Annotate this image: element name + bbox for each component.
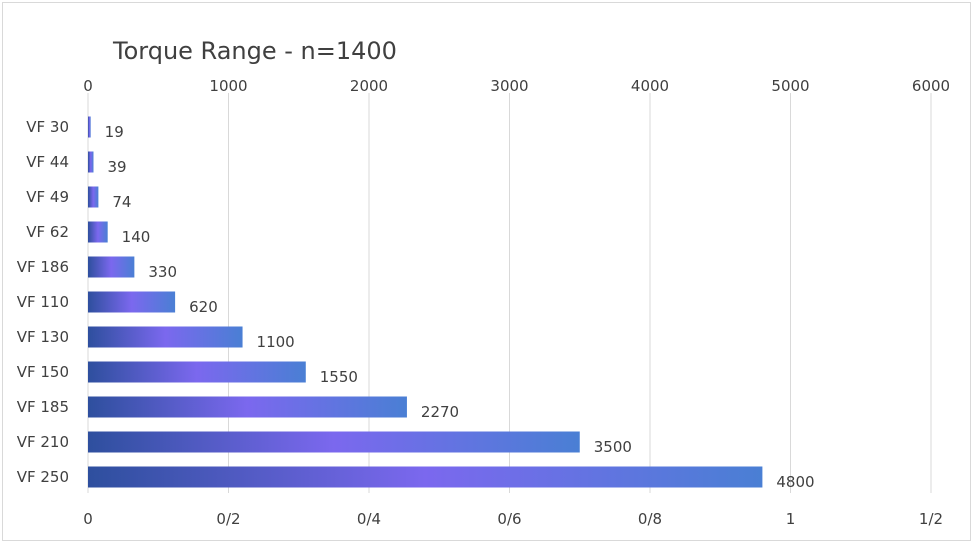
bottom-tick-label: 0/6 bbox=[497, 510, 521, 528]
category-label: VF 110 bbox=[17, 293, 69, 311]
bottom-axis: 0 0/2 0/4 0/6 0/8 1 1/2 bbox=[83, 510, 943, 528]
category-label: VF 49 bbox=[26, 188, 69, 206]
top-tick-label: 1000 bbox=[209, 77, 247, 95]
category-label: VF 150 bbox=[17, 363, 69, 381]
category-label: VF 30 bbox=[26, 118, 69, 136]
bar bbox=[88, 431, 580, 453]
top-tick-label: 5000 bbox=[771, 77, 809, 95]
chart-title: Torque Range - n=1400 bbox=[112, 37, 397, 65]
bottom-tick-label: 0/8 bbox=[638, 510, 662, 528]
bar bbox=[88, 291, 176, 313]
top-tick-label: 3000 bbox=[490, 77, 528, 95]
bottom-tick-label: 1 bbox=[786, 510, 796, 528]
bar bbox=[88, 326, 243, 348]
top-tick-label: 6000 bbox=[912, 77, 950, 95]
data-label: 1550 bbox=[320, 368, 358, 386]
bar bbox=[88, 256, 135, 278]
bar bbox=[88, 151, 94, 173]
data-label: 620 bbox=[189, 298, 218, 316]
bar bbox=[88, 116, 91, 138]
bottom-tick-label: 0/2 bbox=[216, 510, 240, 528]
category-label: VF 62 bbox=[26, 223, 69, 241]
top-axis: 0 1000 2000 3000 4000 5000 6000 bbox=[83, 77, 950, 95]
bar bbox=[88, 396, 407, 418]
category-axis: VF 30 VF 44 VF 49 VF 62 VF 186 VF 110 VF 130 VF… bbox=[17, 118, 69, 486]
bar bbox=[88, 361, 306, 383]
data-label: 2270 bbox=[421, 403, 459, 421]
data-label: 140 bbox=[122, 228, 151, 246]
category-label: VF 130 bbox=[17, 328, 69, 346]
category-label: VF 44 bbox=[26, 153, 69, 171]
data-label: 330 bbox=[148, 263, 177, 281]
gridlines bbox=[87, 93, 932, 493]
bars bbox=[88, 116, 763, 488]
bottom-tick-label: 0 bbox=[83, 510, 93, 528]
data-label: 3500 bbox=[594, 438, 632, 456]
bottom-tick-label: 1/2 bbox=[919, 510, 943, 528]
bar bbox=[88, 221, 108, 243]
data-label: 19 bbox=[105, 123, 124, 141]
category-label: VF 250 bbox=[17, 468, 69, 486]
top-tick-label: 2000 bbox=[350, 77, 388, 95]
data-label: 39 bbox=[107, 158, 126, 176]
bar-chart: Torque Range - n=1400 0 1000 2000 3000 4000 5… bbox=[17, 37, 950, 528]
bar bbox=[88, 186, 99, 208]
category-label: VF 186 bbox=[17, 258, 69, 276]
bottom-tick-label: 0/4 bbox=[357, 510, 381, 528]
top-tick-label: 4000 bbox=[631, 77, 669, 95]
top-tick-label: 0 bbox=[83, 77, 93, 95]
data-label: 74 bbox=[112, 193, 131, 211]
data-label: 4800 bbox=[776, 473, 814, 491]
bar bbox=[88, 466, 763, 488]
data-labels: 19 39 74 140 330 620 1100 1550 2270 3500 4800 bbox=[105, 123, 815, 491]
category-label: VF 185 bbox=[17, 398, 69, 416]
category-label: VF 210 bbox=[17, 433, 69, 451]
data-label: 1100 bbox=[257, 333, 295, 351]
